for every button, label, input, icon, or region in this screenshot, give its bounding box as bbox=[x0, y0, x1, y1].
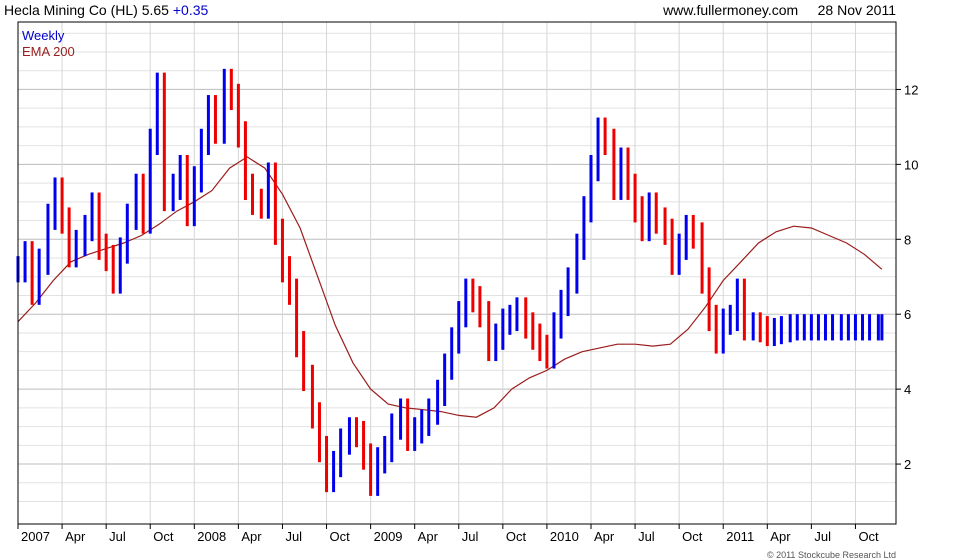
source-link[interactable]: www.fullermoney.com bbox=[663, 2, 799, 18]
x-tick-label: 2011 bbox=[726, 529, 754, 544]
plot-frame bbox=[17, 21, 897, 525]
x-tick-label: Apr bbox=[65, 529, 86, 544]
x-tick-label: 2009 bbox=[374, 529, 403, 544]
y-tick-label: 10 bbox=[904, 157, 918, 172]
x-tick-label: Oct bbox=[682, 529, 703, 544]
x-tick-label: 2008 bbox=[197, 529, 226, 544]
x-tick-label: Apr bbox=[241, 529, 262, 544]
ticker-change: +0.35 bbox=[172, 2, 209, 18]
x-tick-label: Jul bbox=[285, 529, 302, 544]
x-tick-label: Oct bbox=[153, 529, 174, 544]
ema-series bbox=[17, 156, 883, 418]
y-tick-label: 8 bbox=[904, 232, 911, 247]
y-tick-label: 12 bbox=[904, 82, 918, 97]
x-tick-label: 2007 bbox=[21, 529, 50, 544]
y-axis: 2 4 6 8 10 12 bbox=[896, 82, 918, 472]
chart-header-left: Hecla Mining Co (HL) 5.65 +0.35 bbox=[4, 1, 208, 19]
x-tick-label: Apr bbox=[594, 529, 615, 544]
x-tick-label: Jul bbox=[638, 529, 655, 544]
x-tick-label: Jul bbox=[462, 529, 479, 544]
ticker-price: 5.65 bbox=[141, 2, 169, 18]
chart-header-right: www.fullermoney.com 28 Nov 2011 bbox=[663, 1, 896, 19]
grid-lines bbox=[17, 22, 896, 524]
x-tick-label: Oct bbox=[858, 529, 879, 544]
x-tick-label: Oct bbox=[506, 529, 527, 544]
x-axis: 2007 Apr Jul Oct 2008 Apr Jul Oct 2009 Apr Jul Oct 2… bbox=[17, 524, 879, 544]
legend-weekly: Weekly bbox=[22, 28, 65, 43]
x-tick-label: Jul bbox=[814, 529, 831, 544]
copyright-note: © 2011 Stockcube Research Ltd bbox=[766, 550, 896, 560]
x-tick-label: Apr bbox=[770, 529, 791, 544]
weekly-series bbox=[16, 68, 884, 496]
x-tick-label: Oct bbox=[330, 529, 351, 544]
y-tick-label: 6 bbox=[904, 307, 911, 322]
ema-line bbox=[17, 156, 883, 418]
x-tick-label: 2010 bbox=[550, 529, 579, 544]
x-tick-label: Jul bbox=[109, 529, 126, 544]
chart-date: 28 Nov 2011 bbox=[817, 2, 896, 18]
ticker-name: Hecla Mining Co (HL) bbox=[4, 2, 138, 18]
legend-ema: EMA 200 bbox=[22, 44, 75, 59]
y-tick-label: 2 bbox=[904, 457, 911, 472]
y-tick-label: 4 bbox=[904, 382, 911, 397]
x-tick-label: Apr bbox=[418, 529, 439, 544]
